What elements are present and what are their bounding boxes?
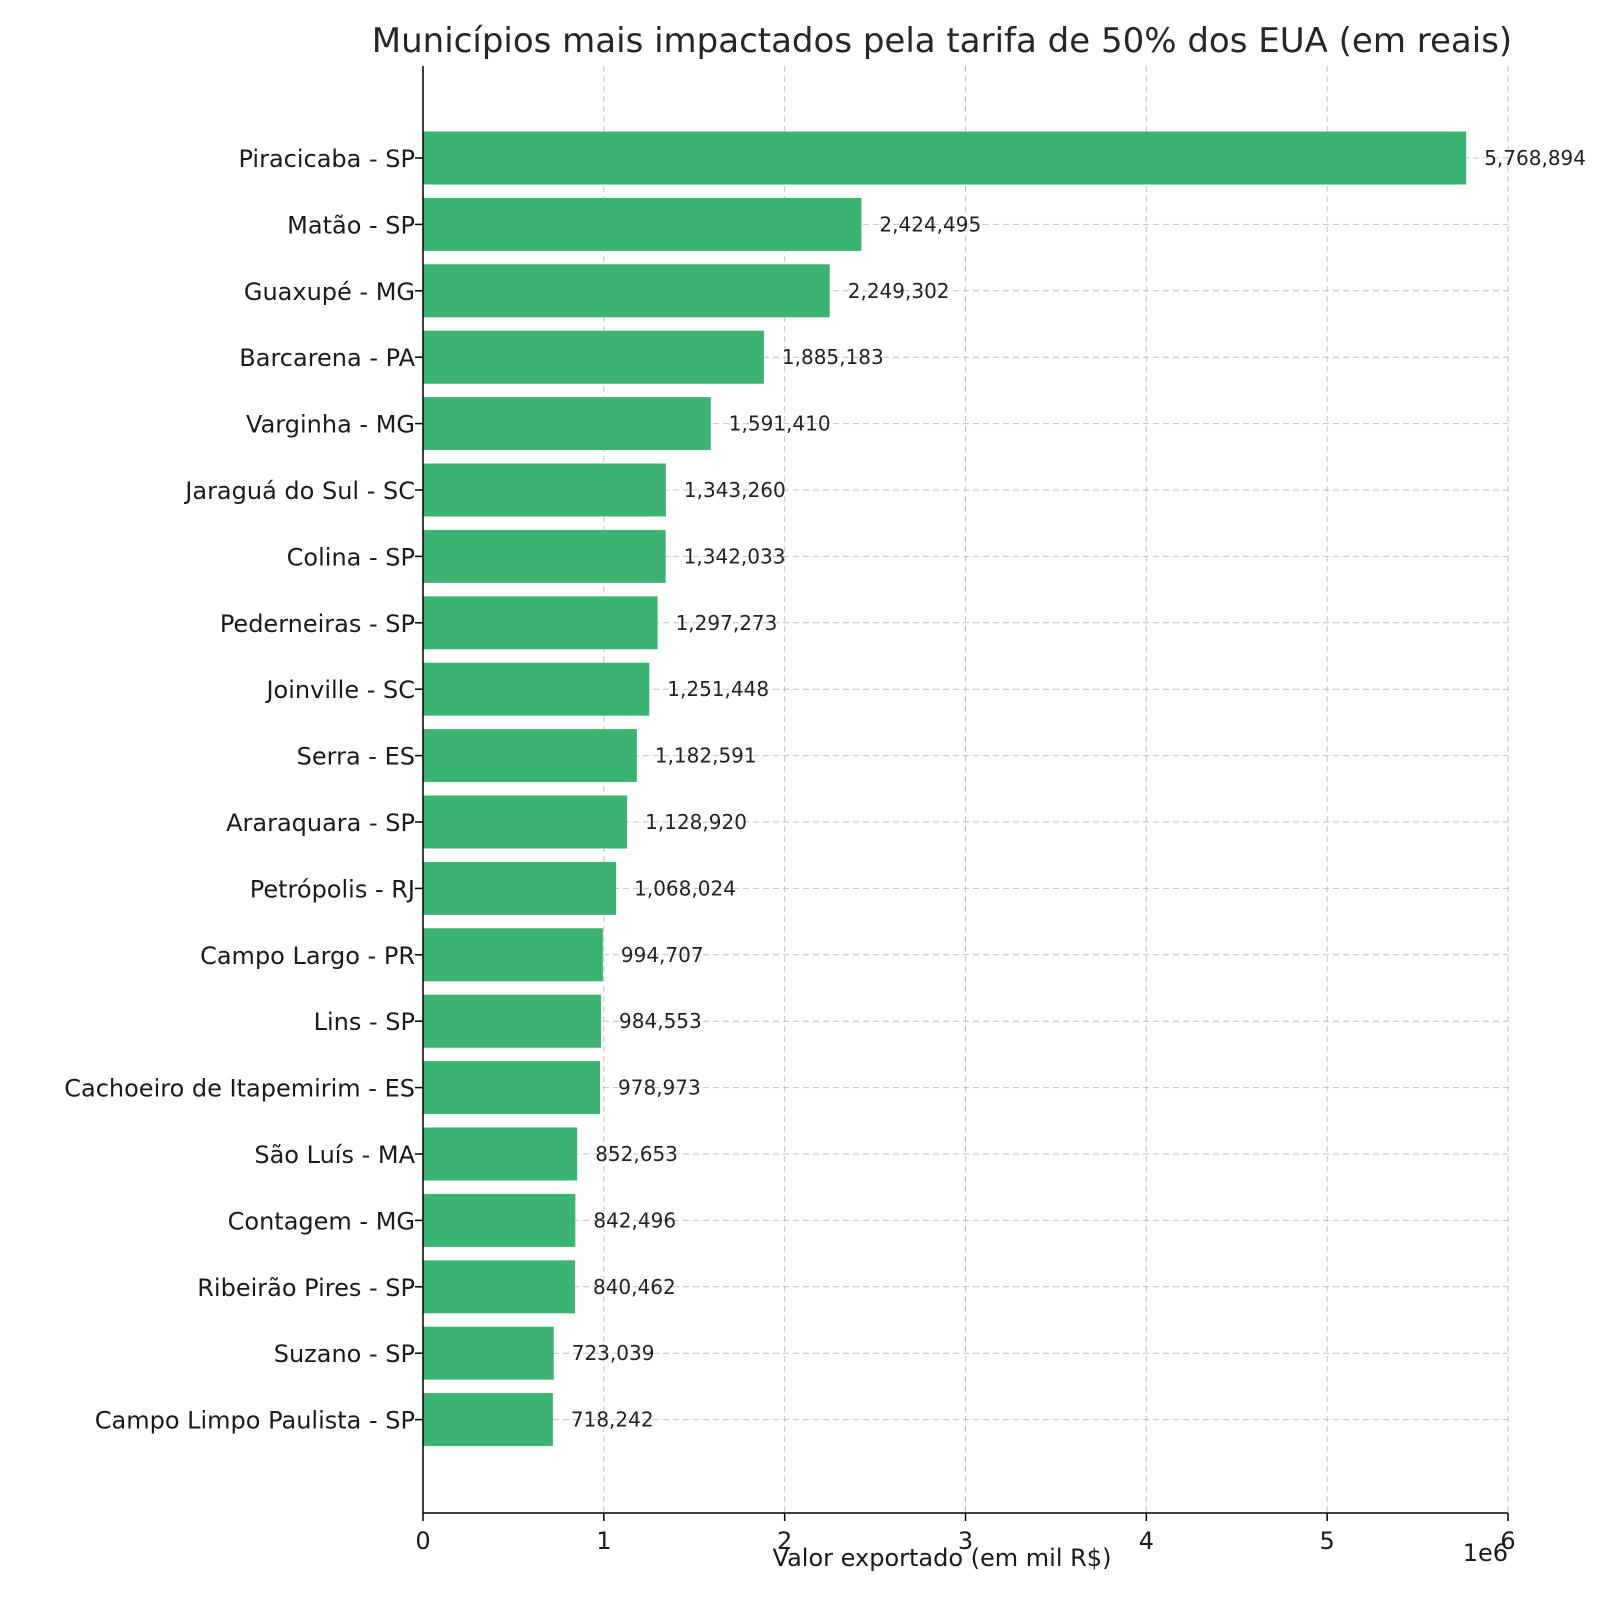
- bar: [423, 994, 602, 1048]
- y-tick-label: Campo Limpo Paulista - SP: [95, 1407, 415, 1435]
- x-tick-label: 4: [1139, 1527, 1154, 1555]
- bar-value-label: 1,128,920: [645, 810, 747, 834]
- y-tick-label: Contagem - MG: [228, 1207, 415, 1235]
- y-tick-label: Varginha - MG: [246, 411, 415, 439]
- chart-title: Municípios mais impactados pela tarifa d…: [372, 21, 1512, 61]
- bar-value-label: 978,973: [618, 1076, 701, 1100]
- y-tick-label: São Luís - MA: [254, 1141, 415, 1169]
- bar: [423, 729, 637, 783]
- bar-value-label: 1,251,448: [667, 677, 769, 701]
- y-tick-label: Campo Largo - PR: [200, 942, 415, 970]
- x-axis-scale-label: 1e6: [1463, 1539, 1508, 1567]
- x-axis-label: Valor exportado (em mil R$): [773, 1544, 1112, 1572]
- bar-value-label: 984,553: [619, 1009, 702, 1033]
- y-tick-label: Joinville - SC: [264, 676, 415, 704]
- bar-layer: 5,768,894 2,424,495 2,249,302 1,885,183 1,59…: [423, 131, 1586, 1447]
- bar: [423, 1127, 578, 1181]
- bar-value-label: 840,462: [593, 1275, 676, 1299]
- bar: [423, 330, 764, 384]
- y-tick-label: Ribeirão Pires - SP: [197, 1274, 415, 1302]
- bar: [423, 1061, 601, 1115]
- bar-value-label: 1,343,260: [684, 478, 786, 502]
- bar: [423, 131, 1467, 185]
- x-tick-label: 2: [777, 1527, 792, 1555]
- bar: [423, 529, 666, 583]
- x-tick-label: 3: [958, 1527, 973, 1555]
- bar-value-label: 1,591,410: [729, 412, 831, 436]
- y-tick-label: Cachoeiro de Itapemirim - ES: [64, 1075, 415, 1103]
- y-tick-label: Piracicaba - SP: [238, 145, 415, 173]
- bar: [423, 795, 628, 849]
- bar-value-label: 852,653: [595, 1142, 678, 1166]
- bar: [423, 1193, 576, 1247]
- bar: [423, 1393, 553, 1447]
- bar: [423, 662, 650, 716]
- bar-value-label: 1,182,591: [655, 744, 757, 768]
- bar: [423, 463, 666, 517]
- axis-layer: 0 1 2 3 4 5 6 Piracicaba - SP Matão - SP Guaxupé …: [64, 66, 1516, 1555]
- y-tick-label: Guaxupé - MG: [244, 278, 415, 306]
- bar-value-label: 723,039: [572, 1341, 655, 1365]
- y-tick-label: Petrópolis - RJ: [250, 875, 415, 903]
- y-tick-label: Barcarena - PA: [239, 344, 415, 372]
- x-tick-label: 0: [415, 1527, 430, 1555]
- y-tick-label: Jaraguá do Sul - SC: [183, 477, 415, 505]
- bar: [423, 1260, 575, 1314]
- bar: [423, 596, 658, 650]
- bar-value-label: 1,342,033: [684, 544, 786, 568]
- bar: [423, 264, 830, 318]
- bar-value-label: 1,297,273: [676, 611, 778, 635]
- y-tick-label: Pederneiras - SP: [220, 610, 415, 638]
- bar-value-label: 1,068,024: [634, 876, 736, 900]
- y-tick-label: Matão - SP: [287, 211, 415, 239]
- bar-value-label: 842,496: [593, 1208, 676, 1232]
- x-tick-label: 5: [1320, 1527, 1335, 1555]
- y-tick-label: Lins - SP: [314, 1008, 415, 1036]
- bar-value-label: 718,242: [571, 1408, 654, 1432]
- bar-value-label: 2,249,302: [848, 279, 950, 303]
- bar-value-label: 994,707: [621, 943, 704, 967]
- bar: [423, 397, 711, 451]
- bar: [423, 861, 617, 915]
- x-tick-label: 6: [1500, 1527, 1515, 1555]
- bar-value-label: 5,768,894: [1484, 146, 1586, 170]
- y-tick-label: Araraquara - SP: [226, 809, 415, 837]
- bar-value-label: 1,885,183: [782, 345, 884, 369]
- bar: [423, 197, 862, 251]
- y-tick-label: Colina - SP: [287, 543, 415, 571]
- y-tick-label: Serra - ES: [297, 743, 415, 771]
- bar: [423, 928, 603, 982]
- bar: [423, 1326, 554, 1380]
- y-tick-label: Suzano - SP: [274, 1340, 415, 1368]
- bar-value-label: 2,424,495: [879, 212, 981, 236]
- x-tick-label: 1: [596, 1527, 611, 1555]
